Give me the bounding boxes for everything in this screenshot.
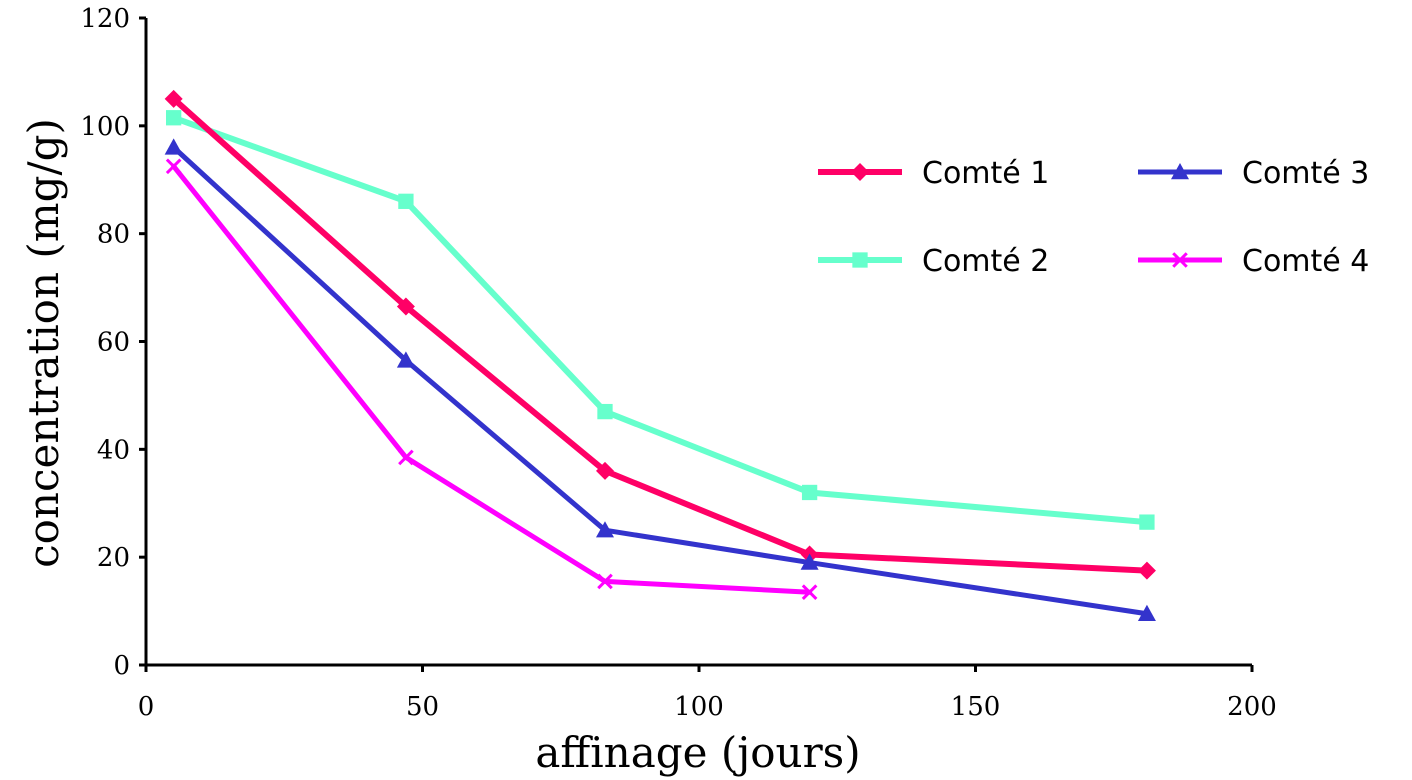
- y-tick-label: 0: [113, 651, 130, 681]
- data-point: [801, 484, 818, 501]
- data-point: [396, 351, 415, 368]
- data-point: [1139, 514, 1155, 530]
- data-point-stroke: [597, 573, 613, 590]
- y-tick-label: 40: [97, 435, 130, 465]
- data-point: [597, 403, 613, 420]
- x-tick-label: 100: [674, 692, 724, 722]
- data-point: [800, 553, 819, 570]
- series-layer: [164, 89, 1156, 621]
- data-point-stroke: [398, 449, 414, 466]
- series-3: [164, 138, 1156, 621]
- legend: Comté 1 Comté 2 Comté 3 Comté 4: [818, 156, 1369, 279]
- series-2: [166, 110, 1155, 530]
- series-line: [171, 163, 813, 595]
- data-point-stroke: [1172, 252, 1188, 268]
- series-line: [171, 144, 1150, 617]
- data-point: [852, 252, 868, 268]
- data-point-stroke: [165, 158, 182, 175]
- x-tick-label: 200: [1227, 692, 1277, 722]
- data-point: [1137, 604, 1156, 621]
- legend-label: Comté 3: [1242, 156, 1369, 191]
- legend-label: Comté 1: [922, 156, 1049, 191]
- legend-label: Comté 2: [922, 244, 1049, 279]
- y-tick-label: 120: [80, 4, 130, 34]
- data-point: [166, 110, 182, 126]
- y-tick-label: 80: [97, 220, 130, 250]
- data-point: [398, 449, 414, 466]
- data-point-stroke: [801, 584, 818, 601]
- x-tick-label: 0: [138, 692, 155, 722]
- axes: 0 20 40 60 80 100 120 0 50 100 150 200: [80, 4, 1276, 722]
- legend-item-3: Comté 3: [1138, 156, 1369, 191]
- series-4: [165, 158, 818, 601]
- x-tick-label: 50: [406, 692, 439, 722]
- y-tick-label: 20: [97, 543, 130, 573]
- data-point: [801, 584, 818, 601]
- data-point: [595, 521, 614, 538]
- data-point: [1171, 163, 1189, 180]
- legend-item-2: Comté 2: [818, 244, 1049, 279]
- legend-item-1: Comté 1: [818, 156, 1049, 191]
- legend-item-4: Comté 4: [1138, 244, 1369, 279]
- y-axis-title: concentration (mg/g): [19, 118, 68, 568]
- x-tick-label: 150: [951, 692, 1001, 722]
- data-point: [396, 297, 415, 316]
- legend-label: Comté 4: [1242, 244, 1369, 279]
- data-point: [1172, 252, 1188, 268]
- data-point: [1137, 561, 1156, 580]
- data-point: [597, 573, 613, 590]
- data-point: [398, 193, 414, 209]
- y-tick-label: 100: [80, 112, 130, 142]
- data-point: [165, 158, 182, 175]
- x-axis-title: affinage (jours): [535, 728, 860, 777]
- y-tick-label: 60: [97, 328, 130, 358]
- data-point: [164, 89, 183, 108]
- data-point: [851, 163, 869, 181]
- data-point: [595, 461, 614, 480]
- data-point: [164, 138, 183, 155]
